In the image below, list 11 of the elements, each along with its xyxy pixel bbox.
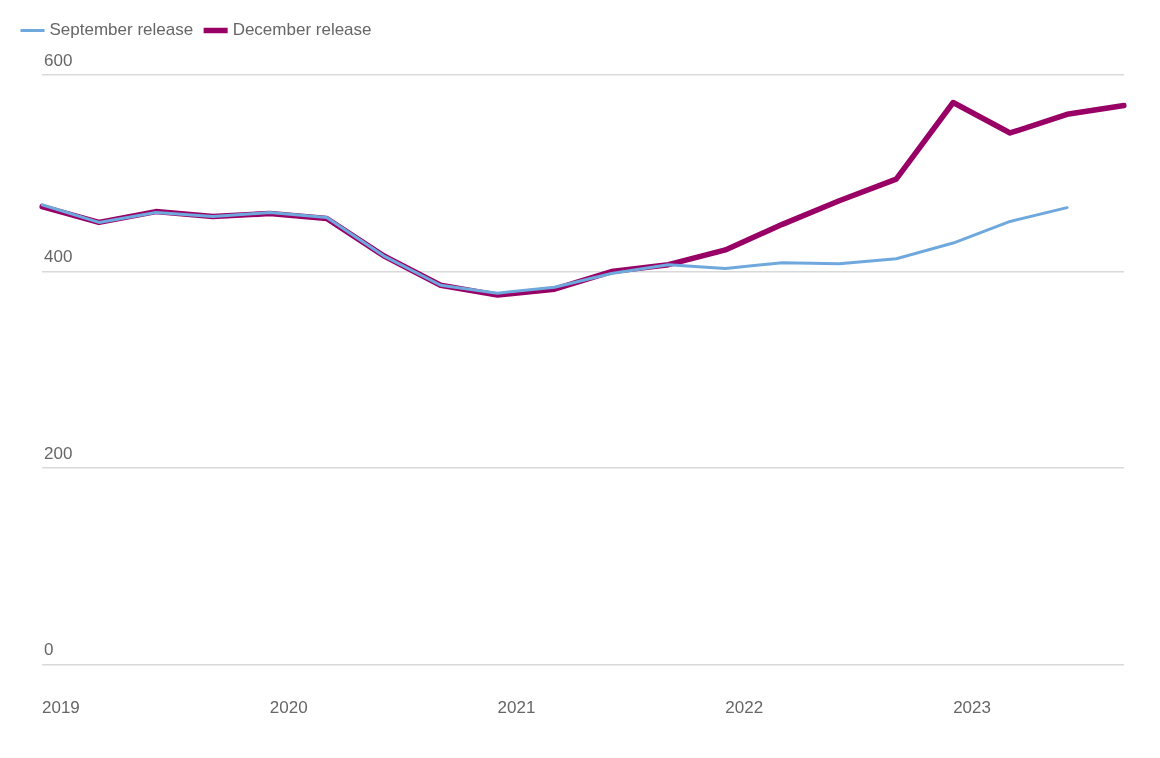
y-tick-label: 200	[44, 443, 73, 463]
x-tick-label: 2020	[269, 698, 308, 718]
x-tick-label: 2021	[497, 698, 536, 718]
x-tick-label: 2022	[725, 698, 764, 718]
y-tick-label: 600	[44, 50, 73, 70]
legend-label: December release	[232, 20, 372, 40]
y-tick-label: 0	[44, 640, 54, 660]
y-tick-label: 400	[44, 247, 73, 267]
x-tick-label: 2023	[953, 698, 991, 718]
x-tick-label: 2019	[42, 698, 80, 718]
legend-label: September release	[49, 20, 194, 40]
